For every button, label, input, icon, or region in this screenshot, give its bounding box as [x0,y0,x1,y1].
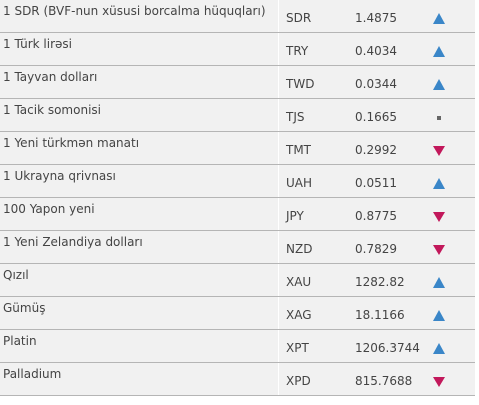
currency-name: Qızıl [3,268,29,282]
currency-code: JPY [286,209,304,223]
exchange-rate: 18.1166 [355,308,405,322]
column-separator [278,231,279,263]
currency-name: Platin [3,334,37,348]
currency-code: XAU [286,275,312,289]
table-row: 1 Yeni türkmən manatı TMT 0.2992 [0,132,475,165]
table-row: Gümüş XAG 18.1166 [0,297,475,330]
currency-code: TJS [286,110,305,124]
table-row: Qızıl XAU 1282.82 [0,264,475,297]
table-row: Palladium XPD 815.7688 [0,363,475,396]
currency-code: XPT [286,341,309,355]
exchange-rate: 0.0344 [355,77,397,91]
currency-code: NZD [286,242,313,256]
currency-code: SDR [286,11,312,25]
trend-down [433,377,445,387]
trend-down-arrow [433,245,445,255]
trend-up-arrow [433,13,445,24]
trend-up-arrow [433,46,445,57]
currency-code: XAG [286,308,312,322]
trend-up-arrow [433,277,445,288]
currency-name: 1 Yeni Zelandiya dolları [3,235,143,249]
currency-name: 1 Yeni türkmən manatı [3,136,140,150]
column-separator [278,0,279,32]
currency-code: TWD [286,77,315,91]
column-separator [278,99,279,131]
currency-code: XPD [286,374,311,388]
column-separator [278,132,279,164]
trend-up [433,310,445,321]
trend-up [433,277,445,288]
currency-name: 100 Yapon yeni [3,202,95,216]
exchange-rate: 1282.82 [355,275,405,289]
column-separator [278,198,279,230]
currency-name: 1 Türk lirəsi [3,37,73,51]
currency-code: TRY [286,44,309,58]
trend-up-arrow [433,310,445,321]
trend-up [433,79,445,90]
trend-down-arrow [433,377,445,387]
exchange-rate: 0.0511 [355,176,397,190]
trend-up [433,178,445,189]
rates-table: 1 SDR (BVF-nun xüsusi borcalma hüquqları… [0,0,475,396]
trend-up [433,46,445,57]
table-row: 1 Tacik somonisi TJS 0.1665 [0,99,475,132]
column-separator [278,297,279,329]
exchange-rate: 0.4034 [355,44,397,58]
exchange-rate: 815.7688 [355,374,413,388]
table-row: 100 Yapon yeni JPY 0.8775 [0,198,475,231]
trend-down [433,146,445,156]
table-row: Platin XPT 1206.3744 [0,330,475,363]
trend-up [433,13,445,24]
trend-up-arrow [433,79,445,90]
currency-code: UAH [286,176,313,190]
trend-down [433,245,445,255]
currency-code: TMT [286,143,312,157]
exchange-rate: 0.7829 [355,242,397,256]
currency-name: Palladium [3,367,62,381]
table-row: 1 Tayvan dolları TWD 0.0344 [0,66,475,99]
trend-down-arrow [433,212,445,222]
column-separator [278,66,279,98]
currency-name: Gümüş [3,301,46,315]
column-separator [278,165,279,197]
currency-name: 1 SDR (BVF-nun xüsusi borcalma hüquqları… [3,4,266,18]
currency-name: 1 Ukrayna qrivnası [3,169,116,183]
table-row: 1 Türk lirəsi TRY 0.4034 [0,33,475,66]
exchange-rate: 1.4875 [355,11,397,25]
trend-flat [437,116,441,120]
trend-up-arrow [433,343,445,354]
table-row: 1 Yeni Zelandiya dolları NZD 0.7829 [0,231,475,264]
currency-name: 1 Tayvan dolları [3,70,98,84]
currency-name: 1 Tacik somonisi [3,103,101,117]
exchange-rate: 0.1665 [355,110,397,124]
trend-down [433,212,445,222]
trend-down-arrow [433,146,445,156]
table-row: 1 SDR (BVF-nun xüsusi borcalma hüquqları… [0,0,475,33]
column-separator [278,363,279,395]
exchange-rate: 0.2992 [355,143,397,157]
column-separator [278,264,279,296]
column-separator [278,330,279,362]
exchange-rate: 0.8775 [355,209,397,223]
column-separator [278,33,279,65]
trend-flat-mark [437,116,441,120]
table-row: 1 Ukrayna qrivnası UAH 0.0511 [0,165,475,198]
trend-up [433,343,445,354]
trend-up-arrow [433,178,445,189]
exchange-rate: 1206.3744 [355,341,420,355]
